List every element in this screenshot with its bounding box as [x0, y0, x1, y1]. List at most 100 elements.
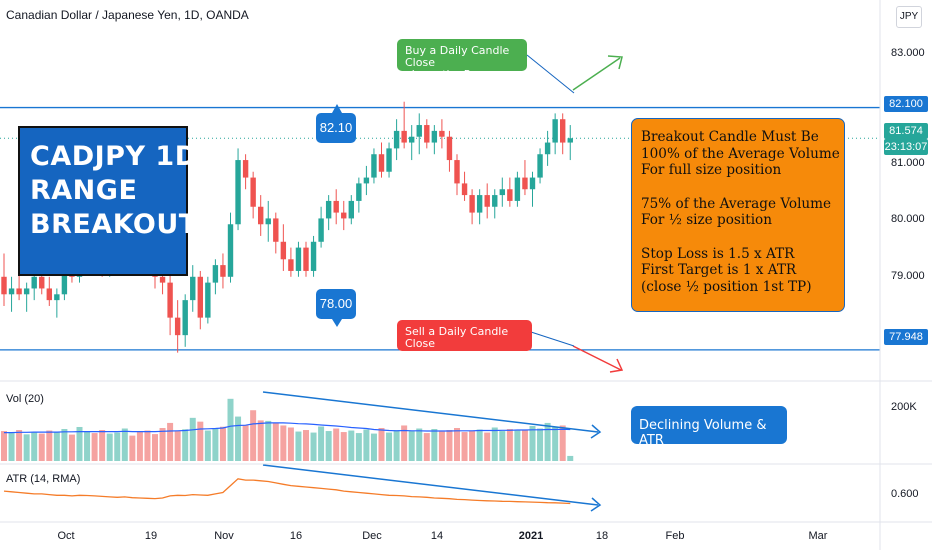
buy-note-line: above the Range Top — [405, 68, 499, 93]
volume-bar — [408, 431, 415, 461]
atr-pane-label: ATR (14, RMA) — [6, 473, 81, 485]
volume-bar — [446, 430, 453, 461]
volume-bar — [333, 428, 340, 461]
volume-bar — [303, 430, 309, 461]
candle-body — [424, 125, 430, 143]
candle-body — [371, 154, 377, 178]
volume-bar — [23, 434, 30, 461]
declining-volume-note: Declining Volume & ATR — [631, 406, 787, 448]
candle-body — [250, 177, 256, 207]
volume-bar — [567, 455, 574, 461]
volume-bar — [280, 425, 287, 461]
volume-bar — [53, 431, 60, 461]
volume-bar — [506, 429, 513, 461]
candle-body — [190, 276, 196, 301]
volume-bar — [537, 428, 544, 461]
volume-bar — [61, 429, 68, 461]
rules-line: Stop Loss is 1.5 x ATR — [641, 245, 795, 262]
buy-note: Buy a Daily Candle Close above the Range… — [397, 39, 527, 93]
volume-bar — [310, 432, 317, 461]
x-tick-label: Dec — [362, 530, 382, 542]
volume-bar — [318, 426, 325, 461]
volume-bar — [363, 429, 370, 461]
candle-body — [220, 265, 226, 277]
candle-body — [265, 218, 271, 225]
currency-button[interactable]: JPY — [896, 6, 922, 28]
buy-arrowhead — [607, 55, 623, 70]
last-price-tag: 81.574 — [884, 123, 928, 139]
volume-bar — [416, 428, 423, 461]
volume-bar — [114, 432, 121, 461]
sell-note-line: below Range Bottom — [405, 349, 520, 362]
volume-bar — [378, 428, 385, 461]
candle-body — [522, 177, 528, 190]
atr-trend-arrowhead — [590, 497, 602, 512]
headline-line: RANGE — [30, 175, 138, 206]
sell-note: Sell a Daily Candle Close below Range Bo… — [397, 320, 532, 362]
candle-body — [197, 276, 203, 318]
volume-bar — [454, 428, 460, 461]
candle-body — [341, 212, 347, 219]
range-top-price-tag: 82.100 — [884, 96, 928, 112]
candle-body — [552, 119, 558, 143]
volume-trend-arrowhead — [590, 424, 602, 439]
rules-line: (close ½ position 1st TP) — [641, 278, 812, 295]
headline-line: BREAKOUT — [30, 209, 198, 240]
range-top-callout: 82.10 — [316, 113, 356, 143]
volume-bar — [431, 429, 438, 461]
candle-body — [363, 177, 370, 184]
volume-bar — [204, 430, 211, 461]
candle-body — [484, 195, 490, 207]
trading-rules-box: Breakout Candle Must Be 100% of the Aver… — [631, 118, 845, 312]
candle-body — [401, 130, 407, 143]
volume-bar — [386, 432, 393, 461]
volume-bar — [189, 417, 196, 461]
candle-body — [295, 247, 302, 271]
sell-direction-arrow — [572, 345, 622, 371]
range-top-callout-pointer — [332, 104, 342, 113]
volume-bar — [219, 426, 226, 461]
chart-headline-box: CADJPY 1D RANGE BREAKOUT — [18, 126, 198, 276]
candle-body — [182, 300, 188, 336]
candle-body — [54, 294, 60, 301]
candle-body — [39, 276, 45, 289]
x-tick-label: Feb — [665, 530, 685, 542]
countdown-tag: 23:13:07 — [884, 139, 928, 155]
candle-body — [159, 276, 166, 283]
candle-body — [476, 195, 483, 213]
candle-body — [333, 200, 339, 213]
volume-bar — [393, 430, 400, 461]
candle-body — [318, 218, 324, 242]
candle-body — [31, 276, 37, 289]
y-tick-label: 79.000 — [891, 270, 925, 282]
buy-note-pointer — [526, 54, 575, 94]
candle-body — [544, 142, 551, 155]
volume-bar — [484, 432, 491, 461]
volume-bar — [99, 430, 106, 461]
volume-bar — [16, 430, 23, 461]
candle-body — [23, 288, 30, 295]
chart-title: Canadian Dollar / Japanese Yen, 1D, OAND… — [6, 8, 249, 22]
candle-body — [167, 282, 173, 318]
candle-body — [514, 177, 521, 201]
volume-bar — [340, 432, 347, 461]
volume-bar — [469, 430, 476, 461]
y-tick-label: 81.000 — [891, 157, 925, 169]
volume-bar — [529, 425, 536, 461]
buy-direction-arrow — [572, 57, 621, 91]
candle-body — [61, 270, 68, 295]
candle-body — [393, 130, 400, 149]
volume-bar — [521, 430, 528, 461]
volume-bar — [250, 410, 257, 461]
x-tick-label: 14 — [430, 530, 444, 542]
volume-bar — [265, 420, 272, 461]
x-tick-label: 2021 — [518, 530, 544, 542]
candle-body — [8, 288, 15, 295]
volume-bar — [235, 416, 242, 461]
volume-bar — [355, 433, 362, 461]
candle-body — [507, 189, 513, 201]
range-bottom-callout-pointer — [332, 319, 342, 327]
candle-body — [310, 241, 317, 271]
volume-bar — [552, 426, 559, 461]
